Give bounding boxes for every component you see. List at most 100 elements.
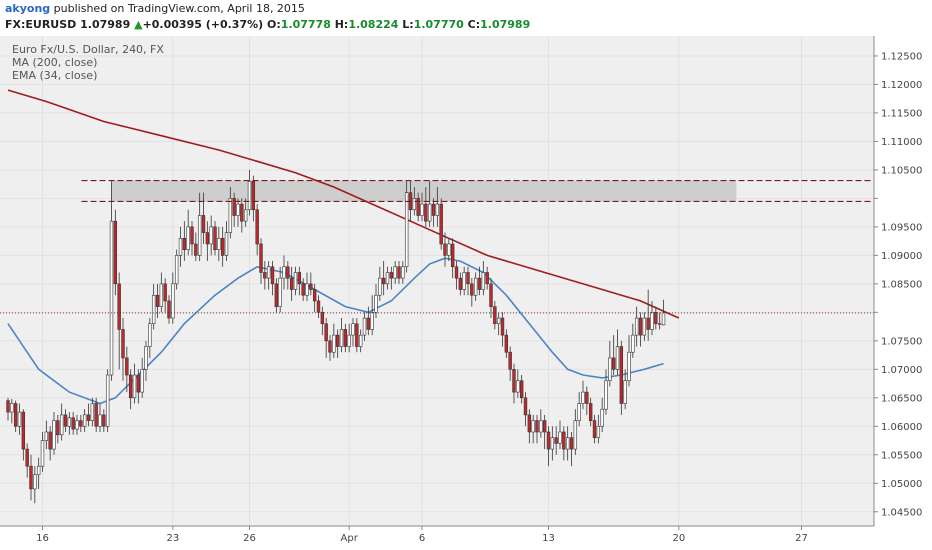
candle-body	[79, 420, 83, 427]
candle	[646, 289, 650, 341]
candle	[435, 186, 440, 227]
candle	[243, 198, 248, 227]
candle	[63, 409, 68, 432]
candle-body	[431, 203, 436, 216]
candle	[473, 272, 478, 301]
candle	[493, 300, 497, 330]
candle	[13, 400, 18, 432]
candle-body	[59, 414, 64, 436]
ma-200-line	[7, 89, 680, 319]
symbol-label[interactable]: FX:EURUSD	[5, 18, 77, 31]
candle-body	[324, 323, 328, 342]
candle-body	[21, 411, 26, 450]
candle-body	[657, 323, 662, 325]
candle	[500, 312, 505, 347]
candle-body	[75, 420, 79, 430]
candle	[174, 249, 179, 290]
candle-body	[182, 237, 187, 250]
candle	[6, 397, 10, 421]
candle	[151, 283, 156, 330]
candle	[550, 426, 555, 461]
candle-body	[585, 391, 589, 404]
candle	[67, 412, 72, 435]
candle	[48, 426, 52, 461]
candle-body	[339, 329, 344, 347]
candle	[190, 221, 194, 256]
author-link[interactable]: akyong	[5, 2, 51, 15]
candle	[489, 278, 493, 319]
candle	[140, 357, 144, 398]
candle	[339, 318, 344, 353]
candle	[56, 414, 60, 444]
candle	[52, 412, 56, 455]
candle	[585, 386, 589, 415]
close-value: 1.07989	[480, 18, 531, 31]
candle-body	[48, 431, 52, 450]
candle	[439, 198, 443, 250]
candle	[286, 261, 290, 290]
candle	[90, 397, 95, 427]
candle	[512, 363, 516, 404]
candle	[320, 306, 325, 336]
candle-body	[512, 369, 516, 393]
price-tick-label: 1.07500	[881, 336, 922, 347]
candle	[309, 272, 313, 296]
candle-body	[412, 198, 417, 211]
candle-body	[178, 237, 183, 256]
candle-body	[224, 232, 229, 256]
candle	[604, 369, 608, 415]
candle	[427, 181, 432, 227]
candle	[232, 192, 236, 227]
candle	[255, 204, 259, 256]
zone-rect	[111, 180, 737, 202]
candle-body	[67, 417, 72, 427]
price-chart[interactable]: 1.103131.099461.07989 1.125001.120001.11…	[0, 36, 932, 550]
candle-body	[427, 203, 432, 222]
plot-area[interactable]	[0, 36, 874, 526]
candle-body	[251, 180, 256, 211]
candle	[159, 272, 164, 313]
candle	[270, 261, 275, 296]
candle-body	[232, 198, 236, 216]
candle-body	[374, 294, 378, 313]
candle	[263, 261, 267, 290]
candle-body	[167, 300, 171, 319]
candle	[220, 226, 225, 267]
candle-body	[600, 408, 604, 427]
price-tick-label: 1.12500	[881, 51, 922, 62]
candle	[82, 409, 87, 432]
candle	[117, 272, 121, 370]
candle	[343, 323, 348, 353]
candle-body	[255, 209, 259, 245]
candle-body	[443, 243, 447, 256]
candle-body	[140, 369, 144, 393]
candle	[355, 318, 359, 353]
candle	[562, 426, 566, 461]
candle	[642, 312, 647, 341]
candle	[289, 266, 294, 301]
candle-body	[366, 317, 371, 330]
candle	[305, 272, 309, 301]
candle-body	[125, 357, 129, 376]
candle	[389, 266, 394, 290]
candle	[424, 186, 428, 227]
candle	[654, 306, 658, 330]
candle-body	[33, 474, 37, 490]
candle	[374, 283, 378, 319]
candle-body	[220, 237, 225, 256]
candle-body	[447, 243, 451, 256]
candle	[588, 397, 593, 427]
last-price: 1.07989	[80, 18, 131, 31]
candle-body	[320, 312, 325, 325]
candle-body	[473, 277, 478, 296]
candle-body	[136, 374, 141, 393]
candle	[10, 398, 14, 424]
resistance-zone	[111, 180, 737, 202]
candle-body	[401, 266, 405, 279]
candle	[136, 369, 141, 404]
candle-body	[109, 220, 114, 376]
high-label: H:	[334, 18, 349, 31]
candle	[477, 266, 482, 296]
legend-ema: EMA (34, close)	[12, 69, 97, 82]
candle-body	[470, 283, 474, 296]
